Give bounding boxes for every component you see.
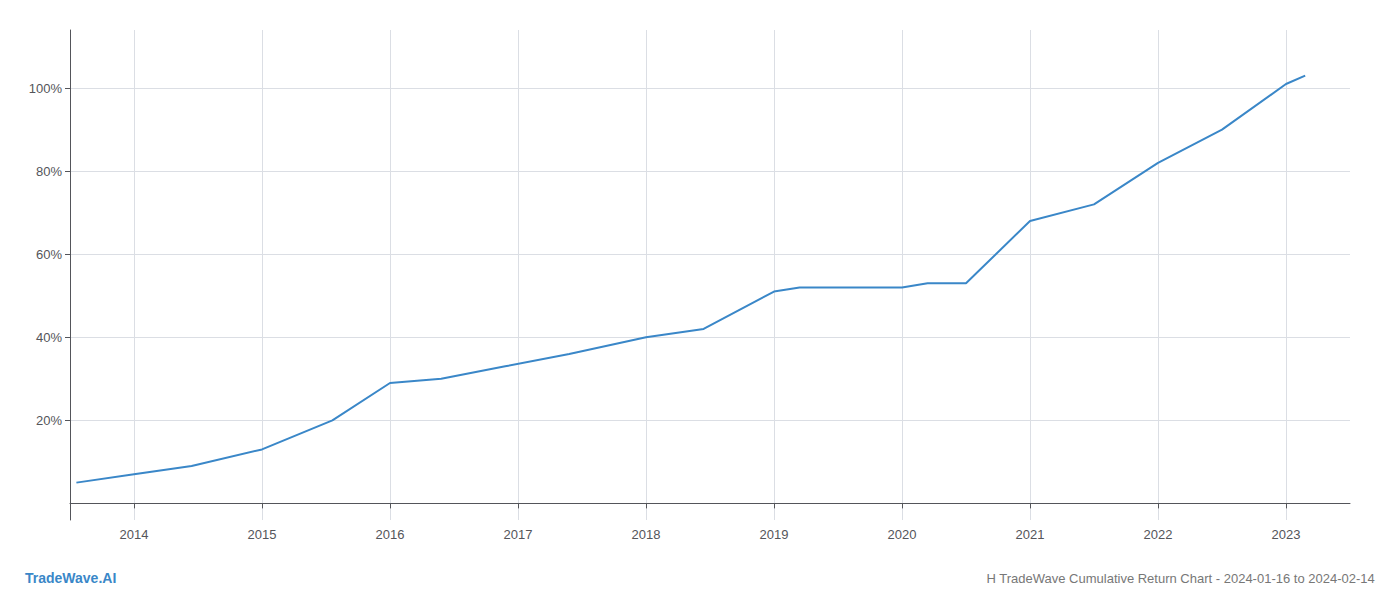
svg-text:2018: 2018 bbox=[632, 527, 661, 542]
svg-text:2016: 2016 bbox=[376, 527, 405, 542]
svg-text:2019: 2019 bbox=[760, 527, 789, 542]
svg-text:H TradeWave Cumulative Return: H TradeWave Cumulative Return Chart - 20… bbox=[986, 571, 1374, 586]
svg-text:2021: 2021 bbox=[1016, 527, 1045, 542]
svg-text:2017: 2017 bbox=[504, 527, 533, 542]
svg-text:TradeWave.AI: TradeWave.AI bbox=[25, 570, 116, 586]
svg-text:2022: 2022 bbox=[1144, 527, 1173, 542]
svg-text:2020: 2020 bbox=[888, 527, 917, 542]
svg-text:20%: 20% bbox=[36, 413, 62, 428]
svg-text:2015: 2015 bbox=[248, 527, 277, 542]
svg-text:40%: 40% bbox=[36, 330, 62, 345]
svg-text:2014: 2014 bbox=[120, 527, 149, 542]
svg-text:2023: 2023 bbox=[1272, 527, 1301, 542]
svg-text:80%: 80% bbox=[36, 164, 62, 179]
svg-text:100%: 100% bbox=[29, 81, 63, 96]
svg-text:60%: 60% bbox=[36, 247, 62, 262]
